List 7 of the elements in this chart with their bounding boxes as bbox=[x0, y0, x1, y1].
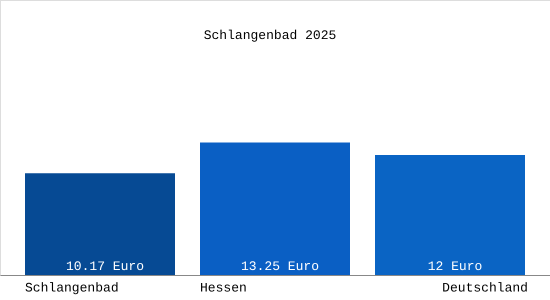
data-label: 13.25 Euro bbox=[240, 259, 320, 274]
x-tick-label: Deutschland bbox=[442, 280, 528, 296]
chart-title: Schlangenbad 2025 bbox=[204, 28, 336, 43]
x-tick-label: Schlangenbad bbox=[25, 280, 119, 296]
x-tick-label: Hessen bbox=[200, 280, 247, 296]
data-label: 12 Euro bbox=[428, 259, 482, 274]
data-label: 10.17 Euro bbox=[66, 259, 144, 274]
